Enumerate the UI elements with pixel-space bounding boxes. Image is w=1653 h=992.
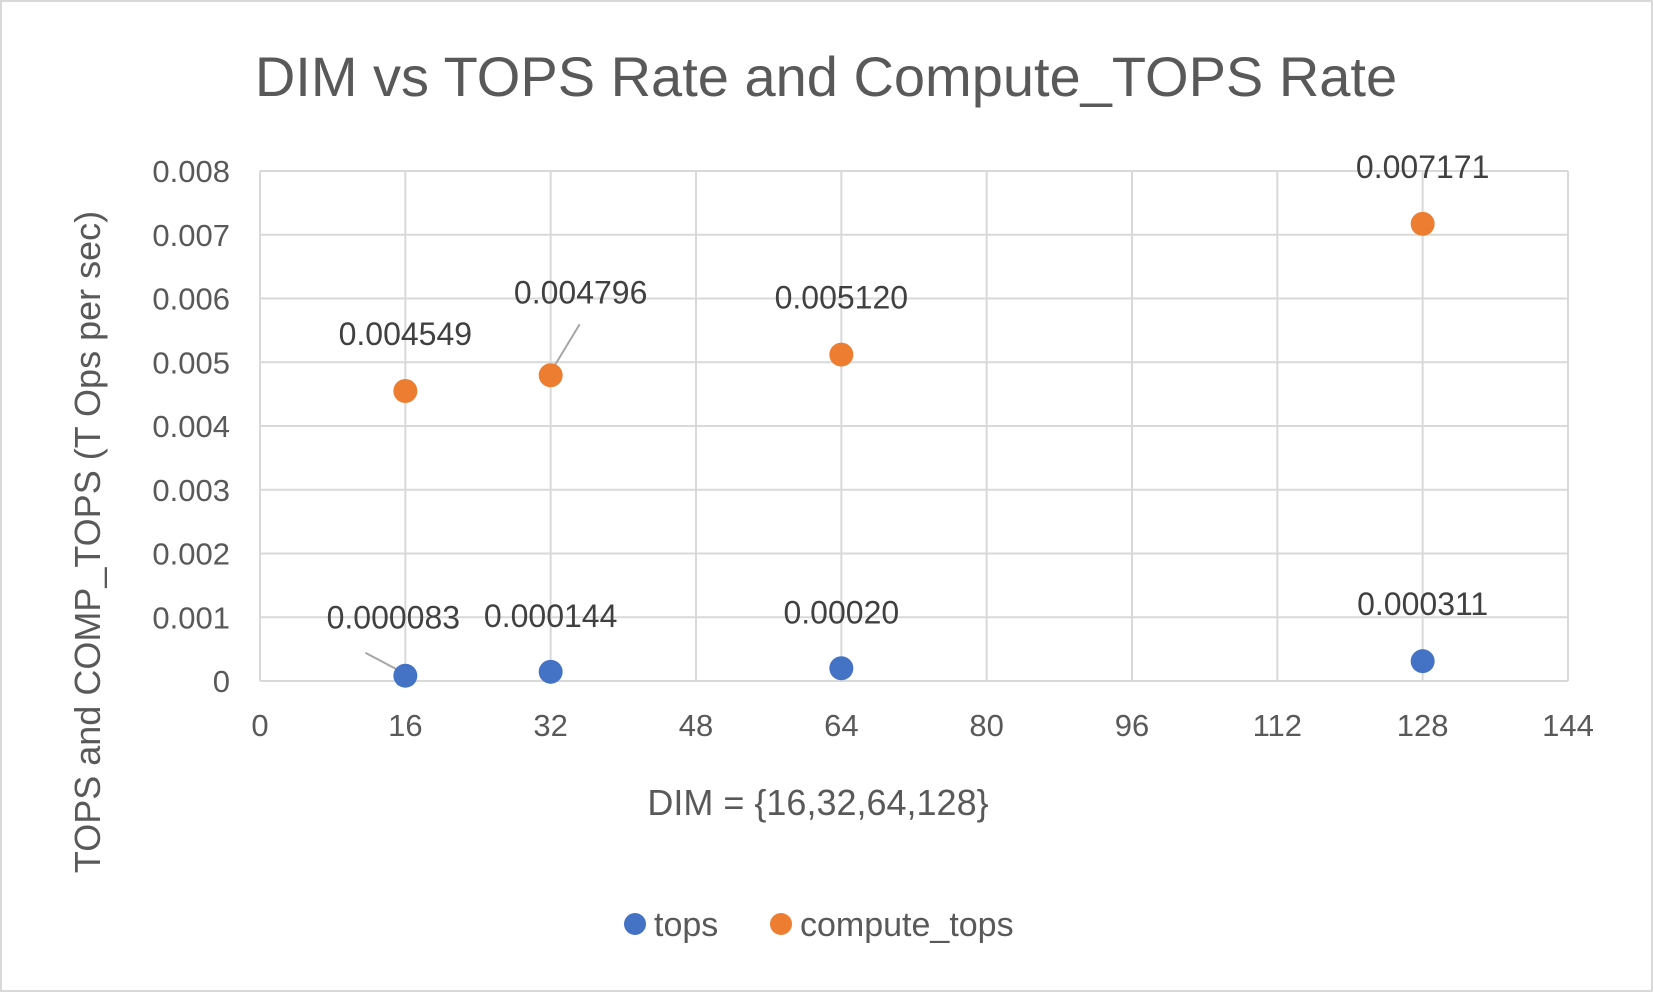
chart-title: DIM vs TOPS Rate and Compute_TOPS Rate <box>255 45 1397 108</box>
y-tick-label: 0 <box>213 664 230 699</box>
x-tick-label: 32 <box>533 708 567 743</box>
x-tick-label: 112 <box>1253 708 1302 743</box>
y-tick-label: 0.006 <box>152 282 230 317</box>
x-tick-label: 128 <box>1397 708 1449 743</box>
legend: tops compute_tops <box>624 906 1014 944</box>
legend-label-compute_tops: compute_tops <box>800 906 1014 944</box>
compute_tops-data-label: 0.005120 <box>775 280 908 316</box>
tops-point <box>393 663 418 688</box>
y-tick-label: 0.007 <box>152 218 230 253</box>
legend-label-tops: tops <box>654 906 718 944</box>
compute_tops-point <box>829 342 854 367</box>
tops-data-label: 0.000144 <box>484 598 617 634</box>
tick-labels: 0 16 32 48 64 80 96 112 128 144 0 0.001 0.002 0.003 0.… <box>152 154 1593 743</box>
tops-point <box>1410 649 1435 674</box>
compute_tops-data-label: 0.004796 <box>514 274 647 310</box>
compute_tops-point <box>538 363 563 388</box>
leader-line <box>552 323 581 368</box>
y-tick-label: 0.008 <box>152 154 230 189</box>
x-tick-label: 144 <box>1542 708 1594 743</box>
tops-data-label: 0.00020 <box>783 594 899 630</box>
compute_tops-data-label: 0.007171 <box>1356 149 1489 185</box>
tops-point <box>829 656 854 681</box>
x-tick-label: 64 <box>824 708 858 743</box>
x-tick-label: 0 <box>251 708 268 743</box>
compute_tops-point <box>393 379 418 404</box>
x-tick-label: 80 <box>969 708 1003 743</box>
y-tick-label: 0.003 <box>152 473 230 508</box>
tops-data-label: 0.000311 <box>1357 586 1488 622</box>
data-labels: 0.000083 0.000144 0.00020 0.000311 0.004549 0… <box>327 149 1490 636</box>
leader-lines <box>364 323 581 672</box>
y-tick-label: 0.004 <box>152 409 230 444</box>
tops-point <box>538 659 563 684</box>
x-axis-title: DIM = {16,32,64,128} <box>647 782 988 823</box>
compute_tops-data-label: 0.004549 <box>339 316 472 352</box>
tops-data-label: 0.000083 <box>327 600 460 636</box>
compute_tops-point <box>1410 211 1435 236</box>
gridlines <box>259 170 1569 682</box>
y-tick-label: 0.005 <box>152 345 230 380</box>
leader-line <box>364 651 400 672</box>
x-tick-label: 96 <box>1115 708 1149 743</box>
y-tick-label: 0.002 <box>152 537 230 572</box>
y-axis-title: TOPS and COMP_TOPS (T Ops per sec) <box>67 211 108 873</box>
x-tick-label: 16 <box>388 708 422 743</box>
legend-marker-compute_tops <box>770 913 792 935</box>
data-points <box>393 211 1435 688</box>
legend-marker-tops <box>624 913 646 935</box>
x-tick-label: 48 <box>679 708 713 743</box>
y-tick-label: 0.001 <box>152 600 230 635</box>
